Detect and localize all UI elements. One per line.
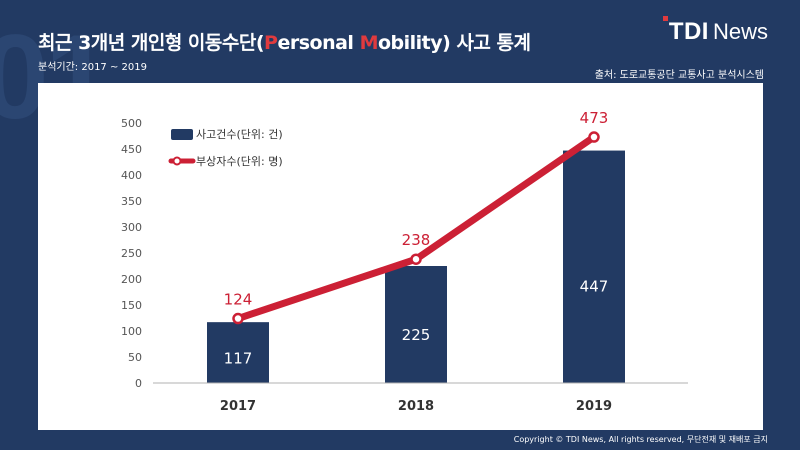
copyright: Copyright © TDI News, All rights reserve… (513, 435, 768, 444)
x-tick-label: 2018 (398, 399, 434, 414)
data-source: 출처: 도로교통공단 교통사고 분석시스템 (594, 70, 764, 81)
line-value-label: 473 (580, 109, 609, 127)
y-tick-label: 0 (135, 377, 142, 390)
x-tick-label: 2017 (220, 399, 256, 414)
y-tick-label: 300 (121, 221, 142, 234)
y-tick-label: 150 (121, 299, 142, 312)
bar-value-label: 225 (402, 326, 431, 344)
bar (385, 266, 447, 383)
bar (563, 150, 625, 383)
line-point (232, 312, 244, 325)
bar-value-label: 447 (580, 277, 609, 295)
page-title: 최근 3개년 개인형 이동수단(Personal Mobility) 사고 통계 (38, 32, 531, 54)
logo-news: News (712, 19, 768, 44)
logo-dot-icon (662, 16, 668, 21)
y-tick-label: 200 (121, 273, 142, 286)
tdi-news-logo: TDI News (662, 16, 768, 46)
y-tick-label: 500 (121, 117, 142, 130)
line-value-label: 124 (224, 291, 253, 309)
line-point (410, 253, 422, 265)
legend-line-label: 부상자수(단위: 명) (196, 155, 283, 168)
combo-chart: 0 50 100 150 200 250 300 350 400 450 500 117 225 447 2… (121, 109, 688, 414)
y-tick-label: 350 (121, 195, 142, 208)
y-tick-label: 400 (121, 169, 142, 182)
logo-tdi: TDI (668, 18, 709, 45)
legend-bar-swatch (171, 129, 193, 140)
y-tick-label: 450 (121, 143, 142, 156)
line-point (588, 131, 600, 143)
y-tick-label: 250 (121, 247, 142, 260)
chart-panel: 0 50 100 150 200 250 300 350 400 450 500 117 225 447 2… (38, 83, 763, 430)
x-tick-label: 2019 (576, 399, 612, 414)
bar (207, 322, 269, 383)
analysis-period: 분석기간: 2017 ~ 2019 (38, 62, 147, 73)
y-tick-label: 100 (121, 325, 142, 338)
y-tick-label: 50 (128, 351, 142, 364)
legend-bar-label: 사고건수(단위: 건) (196, 128, 283, 141)
legend-line-marker (172, 156, 182, 166)
line-value-label: 238 (402, 231, 431, 249)
bar-value-label: 117 (224, 349, 253, 367)
